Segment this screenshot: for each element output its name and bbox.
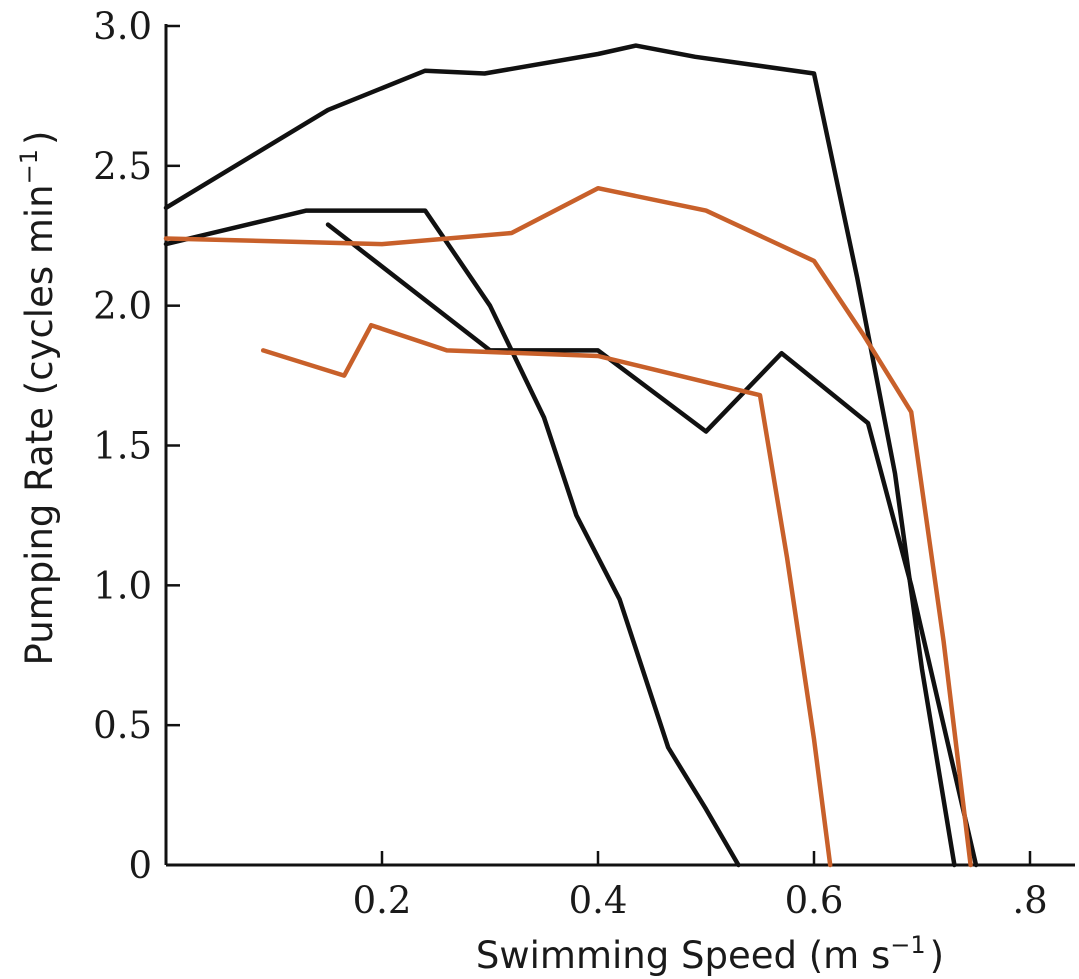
y-tick-label: 0 (128, 844, 152, 887)
y-axis-title-exponent: −1 (15, 149, 43, 184)
y-tick-label: 1.0 (93, 564, 152, 607)
series-line-1 (163, 43, 957, 868)
series-line-3 (325, 222, 979, 868)
x-axis-title: Swimming Speed (m s−1) (476, 931, 944, 977)
y-tick-label: 1.5 (93, 425, 152, 468)
y-axis-title-close: ) (18, 131, 61, 145)
y-tick-label: 3.0 (93, 5, 152, 48)
axes (164, 24, 1075, 867)
y-tick-label: 0.5 (93, 704, 152, 747)
x-tick-label: .8 (1012, 879, 1047, 922)
series-line-4 (163, 185, 973, 868)
x-tick-label: 0.2 (353, 879, 412, 922)
y-axis-title: Pumping Rate (cycles min−1) (15, 131, 61, 666)
x-tick-label: 0.6 (785, 879, 844, 922)
series-group (163, 43, 979, 868)
x-axis-title-close: ) (930, 934, 944, 977)
y-tick-label: 2.0 (93, 285, 152, 328)
series-line-2 (163, 208, 741, 868)
y-tick-label: 2.5 (93, 145, 152, 188)
x-axis-title-exponent: −1 (890, 931, 925, 959)
tick-group: 0 0.5 1.0 1.5 2.0 2.5 3.0 0.2 0.4 0.6 .8 (93, 5, 1048, 922)
series-line-5 (260, 322, 833, 868)
x-tick-label: 0.4 (569, 879, 628, 922)
